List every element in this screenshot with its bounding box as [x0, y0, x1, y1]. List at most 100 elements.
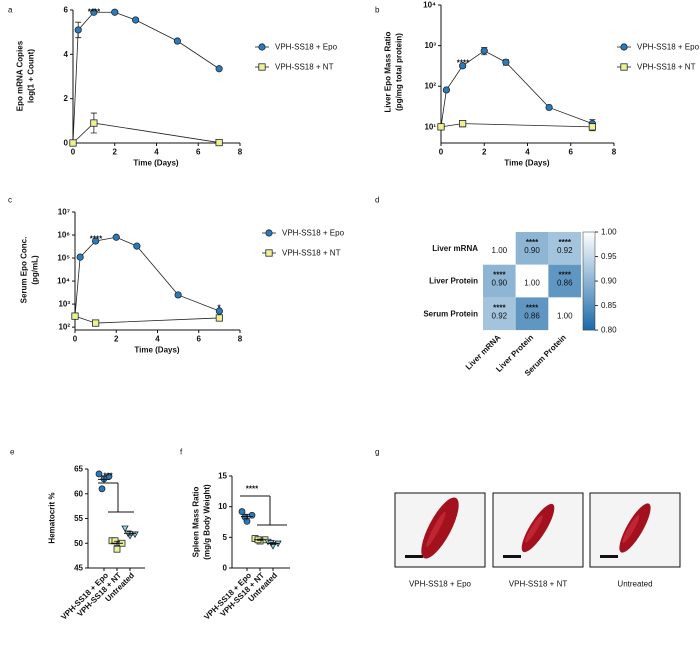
y-tick-label: 4	[64, 50, 69, 59]
y-tick-label: 10¹	[424, 122, 436, 131]
x-tick-label: 2	[114, 335, 119, 344]
cell-value-label: 0.92	[557, 246, 573, 255]
legend-label: VPH-SS18 + NT	[275, 63, 334, 72]
y-tick-label: 10⁵	[57, 254, 70, 263]
panel-letter: g	[375, 448, 379, 457]
x-tick-label: 4	[154, 148, 159, 157]
cell-value-label: 1.00	[524, 279, 540, 288]
data-point	[215, 307, 223, 315]
legend-marker	[620, 43, 628, 51]
heatmap-cell	[483, 297, 516, 331]
x-tick-label: 2	[482, 148, 487, 157]
y-tick-label: 10³	[58, 300, 70, 309]
heatmap-cell	[483, 264, 516, 298]
legend-label: VPH-SS18 + NT	[282, 249, 341, 258]
y-tick-label: 6	[64, 6, 69, 15]
y-tick-label: 10³	[424, 41, 436, 50]
spleen-highlight	[525, 515, 543, 543]
y-tick-label: 10²	[58, 323, 70, 332]
cell-significance: ****	[526, 238, 539, 247]
significance-label: ***	[103, 472, 113, 481]
data-point	[95, 470, 103, 478]
heatmap-cell	[548, 264, 582, 298]
data-point	[480, 47, 488, 55]
y-axis-title: Serum Epo Conc.	[20, 237, 29, 304]
data-point	[111, 537, 119, 545]
cell-value-label: 1.00	[557, 311, 573, 320]
panel-letter: f	[180, 448, 183, 457]
data-point	[74, 26, 82, 34]
x-tick-label: 6	[196, 148, 201, 157]
data-point	[437, 123, 445, 131]
y-axis-title: Epo mRNA Copies	[16, 40, 25, 111]
data-point	[174, 291, 182, 299]
data-point	[90, 8, 98, 16]
legend-label: VPH-SS18 + NT	[637, 63, 696, 72]
colorbar-tick-label: 0.85	[601, 301, 617, 310]
cell-significance: ****	[559, 238, 572, 247]
cell-value-label: 0.86	[524, 311, 540, 320]
scale-bar	[405, 555, 423, 558]
row-label: Serum Protein	[423, 309, 478, 318]
y-tick-label: 10²	[424, 82, 436, 91]
x-axis-title: Time (Days)	[134, 346, 180, 355]
y-axis-title: (pg/mL)	[31, 255, 40, 285]
legend-label: VPH-SS18 + Epo	[275, 43, 338, 52]
series-line	[74, 236, 220, 317]
y-tick-label: 10⁴	[423, 1, 436, 10]
colorbar	[582, 231, 596, 331]
x-tick-label: 2	[113, 148, 118, 157]
heatmap-cell	[548, 232, 582, 265]
data-point	[133, 242, 141, 250]
x-tick-label: 4	[155, 335, 160, 344]
y-axis-title: Liver Epo Mass Ratio	[384, 31, 393, 112]
y-tick-label: 2	[64, 94, 69, 103]
spleen-highlight	[426, 511, 446, 547]
photo-caption: VPH-SS18 + Epo	[409, 580, 472, 589]
heatmap-cell	[548, 297, 582, 331]
sem-bar	[127, 531, 133, 536]
x-tick-label: 6	[197, 335, 202, 344]
data-point	[215, 65, 223, 73]
panel-letter: d	[375, 196, 379, 205]
significance-label: ****	[246, 485, 259, 494]
y-tick-label: 10	[218, 502, 227, 511]
x-tick-label: 0	[439, 148, 444, 157]
data-point	[69, 139, 77, 147]
cell-significance: ****	[526, 303, 539, 312]
photo-caption: VPH-SS18 + NT	[509, 580, 568, 589]
legend-marker	[265, 249, 273, 257]
y-tick-label: 50	[74, 539, 83, 548]
colorbar-tick-label: 1.00	[601, 228, 617, 237]
sem-bar	[257, 538, 263, 541]
data-point	[131, 531, 139, 539]
sem-bar	[244, 513, 250, 520]
row-label: Liver mRNA	[432, 244, 478, 253]
data-point	[98, 485, 106, 493]
x-axis-title: Time (Days)	[133, 159, 179, 168]
significance-label: ****	[88, 8, 101, 17]
data-point	[111, 8, 119, 16]
y-axis-title: Spleen Mass Ratio	[192, 487, 201, 558]
legend-marker	[620, 63, 628, 71]
cell-value-label: 0.90	[524, 246, 540, 255]
data-point	[248, 511, 256, 519]
y-tick-label: 0	[223, 564, 228, 573]
significance-label: ****	[90, 235, 103, 244]
data-point	[92, 319, 100, 327]
data-point	[90, 119, 98, 127]
spleen-photo	[521, 503, 555, 553]
data-point	[92, 237, 100, 245]
y-tick-label: 15	[218, 472, 227, 481]
photo-caption: Untreated	[617, 580, 652, 589]
y-tick-label: 10⁷	[58, 208, 70, 217]
data-point	[442, 86, 451, 94]
y-tick-label: 55	[74, 514, 83, 523]
scale-bar	[600, 555, 618, 558]
significance-label: *	[217, 304, 221, 313]
spleen-photo	[619, 503, 651, 553]
x-tick-label: 0	[71, 148, 76, 157]
heatmap-cell	[515, 232, 549, 265]
